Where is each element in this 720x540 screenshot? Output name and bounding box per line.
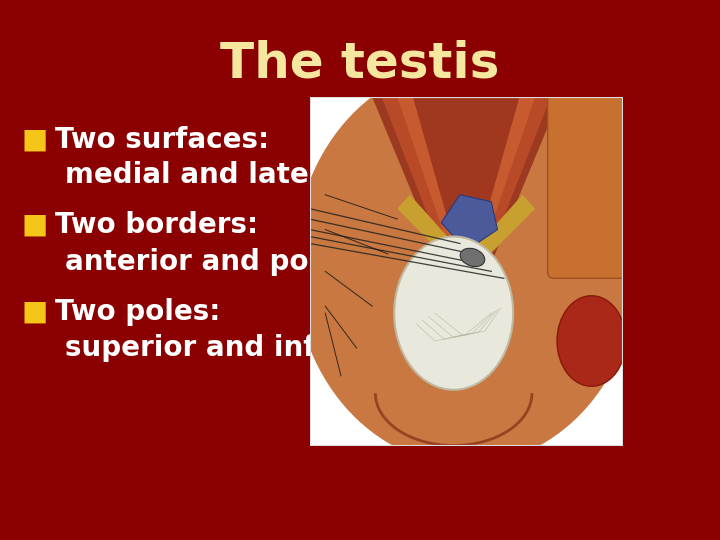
- Text: ■: ■: [22, 298, 48, 326]
- Text: medial and lateral: medial and lateral: [65, 161, 351, 189]
- Polygon shape: [560, 97, 623, 167]
- Ellipse shape: [394, 237, 513, 390]
- Text: Two borders:: Two borders:: [55, 211, 258, 239]
- FancyBboxPatch shape: [548, 73, 639, 278]
- Text: The testis: The testis: [220, 40, 500, 88]
- Text: ■: ■: [22, 211, 48, 239]
- Text: superior and inferior: superior and inferior: [65, 334, 390, 362]
- Ellipse shape: [460, 248, 485, 267]
- Polygon shape: [441, 195, 498, 251]
- Text: Two poles:: Two poles:: [55, 298, 220, 326]
- Text: anterior and posterior: anterior and posterior: [65, 248, 413, 276]
- Text: ■: ■: [22, 126, 48, 154]
- Polygon shape: [382, 97, 551, 313]
- Text: Two surfaces:: Two surfaces:: [55, 126, 269, 154]
- Polygon shape: [397, 97, 535, 299]
- Polygon shape: [372, 97, 560, 323]
- Polygon shape: [397, 195, 535, 278]
- Ellipse shape: [294, 64, 639, 464]
- Ellipse shape: [557, 296, 626, 386]
- Polygon shape: [413, 97, 519, 285]
